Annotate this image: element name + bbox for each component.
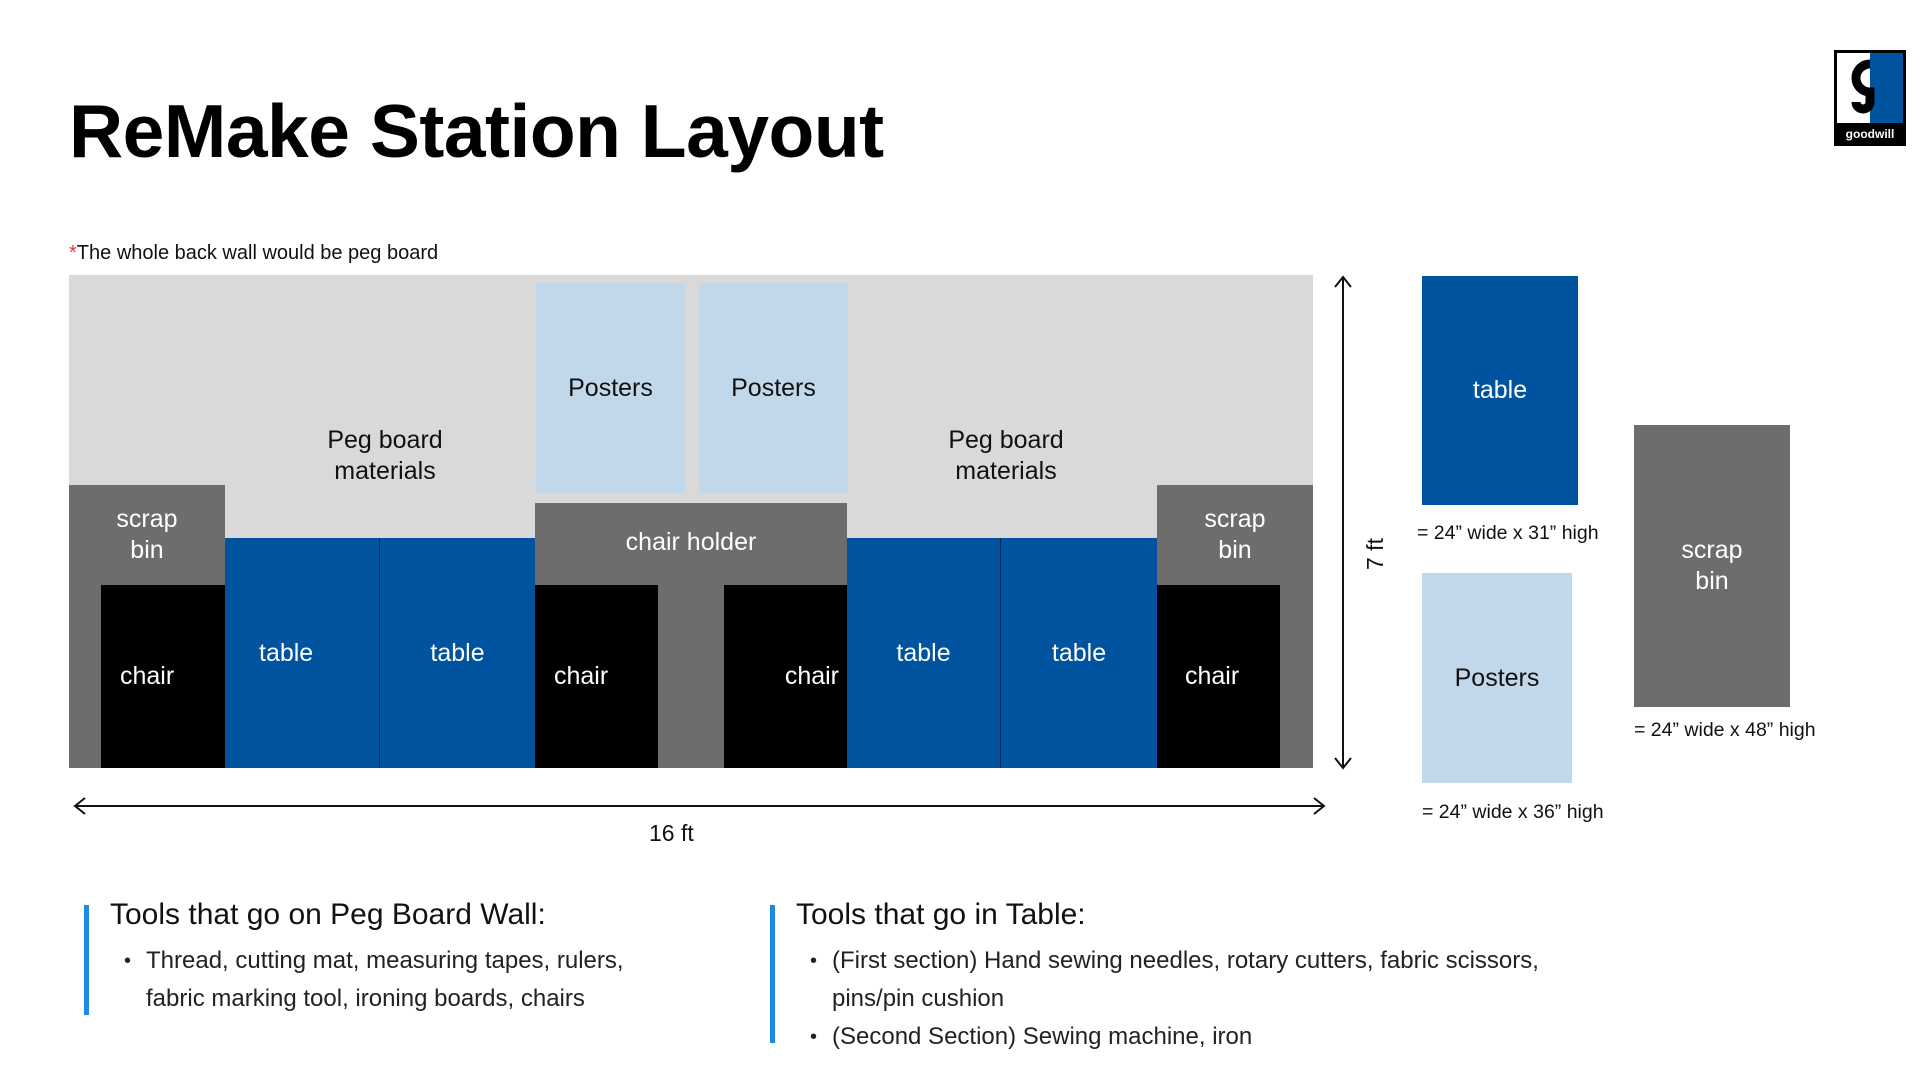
page-title: ReMake Station Layout bbox=[69, 89, 884, 173]
legend-posters-size: = 24” wide x 36” high bbox=[1422, 801, 1604, 823]
scrap-bin-right: scrap bin bbox=[1157, 485, 1313, 585]
table-tools-item: (First section) Hand sewing needles, rot… bbox=[810, 942, 1596, 1018]
svg-text:goodwill: goodwill bbox=[1846, 127, 1895, 141]
chair-2: chair bbox=[535, 585, 658, 768]
poster-panel-1: Posters bbox=[536, 283, 685, 493]
note-asterisk: * bbox=[69, 242, 77, 264]
note-text: The whole back wall would be peg board bbox=[76, 242, 439, 264]
table-4: table bbox=[1001, 538, 1157, 768]
legend-scrap-bin: scrap bin bbox=[1634, 425, 1790, 707]
pegboard-note: *The whole back wall would be peg board bbox=[69, 242, 438, 265]
chair-holder: chair holder bbox=[535, 503, 847, 585]
pegboard-materials-label-2: Peg board materials bbox=[948, 426, 1064, 485]
table-tools-accent-bar bbox=[770, 905, 775, 1043]
peg-tools-accent-bar bbox=[84, 905, 89, 1015]
peg-tools-title: Tools that go on Peg Board Wall: bbox=[110, 898, 546, 931]
height-label: 7 ft bbox=[1362, 538, 1388, 570]
table-1: table bbox=[225, 538, 380, 768]
width-label: 16 ft bbox=[649, 820, 694, 846]
table-tools-section: Tools that go in Table: (First section) … bbox=[796, 898, 1596, 1056]
legend-table: table bbox=[1422, 276, 1578, 505]
goodwill-logo: goodwill bbox=[1834, 50, 1908, 148]
table-tools-title: Tools that go in Table: bbox=[796, 898, 1086, 931]
table-2: table bbox=[380, 538, 535, 768]
poster-panel-2: Posters bbox=[699, 283, 848, 493]
peg-tools-item: Thread, cutting mat, measuring tapes, ru… bbox=[124, 942, 710, 1018]
table-tools-list: (First section) Hand sewing needles, rot… bbox=[796, 942, 1596, 1056]
peg-tools-section: Tools that go on Peg Board Wall: Thread,… bbox=[110, 898, 710, 1018]
peg-tools-list: Thread, cutting mat, measuring tapes, ru… bbox=[110, 942, 710, 1018]
table-tools-item: (Second Section) Sewing machine, iron bbox=[810, 1018, 1596, 1056]
legend-posters: Posters bbox=[1422, 573, 1572, 783]
table-3: table bbox=[847, 538, 1001, 768]
legend-table-size: = 24” wide x 31” high bbox=[1417, 522, 1599, 544]
scrap-bin-left: scrap bin bbox=[69, 485, 225, 585]
pegboard-materials-label-1: Peg board materials bbox=[327, 426, 443, 485]
chair-1: chair bbox=[101, 585, 225, 768]
chair-3: chair bbox=[724, 585, 847, 768]
chair-4: chair bbox=[1157, 585, 1280, 768]
legend-scrap-bin-size: = 24” wide x 48” high bbox=[1634, 719, 1816, 741]
